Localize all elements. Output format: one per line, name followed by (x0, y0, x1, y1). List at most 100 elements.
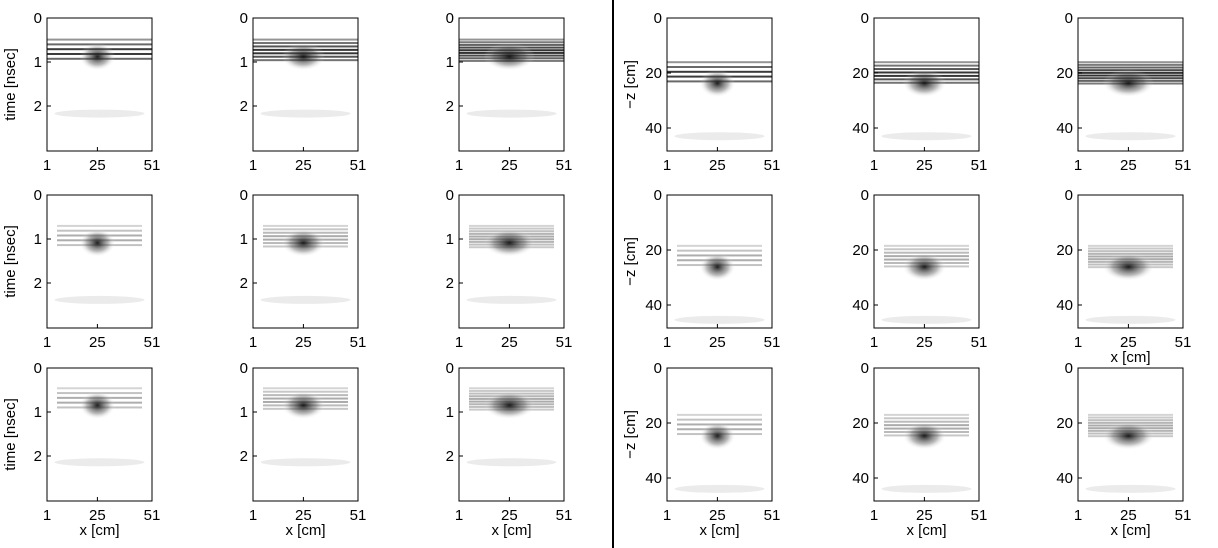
blob (483, 42, 536, 71)
stripe (263, 224, 348, 227)
x-tick-label: 1 (870, 507, 878, 524)
x-tick-label: 1 (249, 157, 257, 174)
x-tick-label: 51 (971, 334, 988, 351)
stripe (884, 244, 969, 247)
faint-band (674, 315, 765, 324)
stripe (57, 387, 142, 390)
y-tick-label: 20 (852, 242, 869, 259)
stripe (1088, 244, 1173, 247)
x-tick-label: 51 (144, 334, 161, 351)
x-tick-label: 51 (556, 334, 573, 351)
y-tick-label: 2 (446, 275, 454, 292)
y-tick-label: 0 (446, 10, 454, 27)
x-tick-label: 51 (144, 507, 161, 524)
x-tick-label: 25 (709, 334, 726, 351)
plot-frame (46, 194, 153, 329)
y-tick-label: 0 (240, 187, 248, 204)
blob (902, 421, 947, 450)
blob (902, 69, 947, 98)
plot-frame (873, 367, 980, 502)
x-tick-label: 1 (249, 334, 257, 351)
y-tick-label: 0 (654, 187, 662, 204)
y-tick-label: 1 (240, 54, 248, 71)
plot-frame (252, 194, 359, 329)
plot-frame (1077, 367, 1184, 502)
stripe (667, 61, 772, 64)
stripe (469, 387, 554, 390)
y-tick-label: 0 (654, 360, 662, 377)
x-tick-label: 25 (501, 157, 518, 174)
x-tick-label: 51 (764, 157, 781, 174)
x-tick-label: 1 (1074, 507, 1082, 524)
plot-frame (666, 367, 773, 502)
stripe (253, 38, 358, 41)
plot-frame (252, 367, 359, 502)
y-axis-label: time [nsec] (2, 48, 19, 121)
y-tick-label: 20 (1056, 65, 1073, 82)
y-axis-label: −z [cm] (622, 237, 639, 286)
x-axis-label: x [cm] (286, 522, 326, 539)
faint-band (466, 295, 557, 304)
y-tick-label: 40 (1056, 297, 1073, 314)
blob (281, 391, 326, 420)
stripe (677, 249, 762, 252)
plot-frame (458, 17, 565, 152)
x-tick-label: 1 (43, 157, 51, 174)
y-tick-label: 1 (34, 231, 42, 248)
plot-frame (666, 194, 773, 329)
y-tick-label: 1 (34, 54, 42, 71)
faint-band (1085, 484, 1176, 493)
x-tick-label: 25 (501, 334, 518, 351)
x-tick-label: 1 (43, 334, 51, 351)
x-tick-label: 1 (870, 334, 878, 351)
plot-frame (46, 17, 153, 152)
y-tick-label: 1 (446, 404, 454, 421)
x-tick-label: 51 (350, 157, 367, 174)
x-tick-label: 25 (295, 334, 312, 351)
stripe (884, 413, 969, 416)
y-tick-label: 20 (1056, 415, 1073, 432)
blob (79, 391, 116, 420)
y-tick-label: 2 (446, 448, 454, 465)
x-tick-label: 25 (295, 507, 312, 524)
stripe (884, 420, 969, 423)
plot-frame (873, 194, 980, 329)
y-tick-label: 2 (446, 98, 454, 115)
blob (699, 421, 736, 450)
faint-band (674, 132, 765, 141)
stripe (469, 224, 554, 227)
y-tick-label: 0 (240, 10, 248, 27)
y-tick-label: 1 (446, 231, 454, 248)
x-axis-label: x [cm] (80, 522, 120, 539)
x-tick-label: 51 (764, 507, 781, 524)
x-tick-label: 1 (663, 157, 671, 174)
x-tick-label: 1 (663, 334, 671, 351)
y-tick-label: 2 (34, 275, 42, 292)
y-tick-label: 0 (34, 10, 42, 27)
plot-frame (666, 17, 773, 152)
y-tick-label: 20 (852, 415, 869, 432)
stripe (677, 244, 762, 247)
stripe (469, 227, 554, 230)
y-tick-label: 2 (240, 275, 248, 292)
x-tick-label: 51 (764, 334, 781, 351)
y-tick-label: 40 (1056, 470, 1073, 487)
blob (1102, 252, 1155, 281)
x-tick-label: 25 (916, 334, 933, 351)
stripe (1078, 63, 1183, 66)
stripe (1088, 413, 1173, 416)
x-tick-label: 25 (916, 157, 933, 174)
blob (281, 228, 326, 257)
faint-band (674, 484, 765, 493)
y-tick-label: 0 (34, 360, 42, 377)
y-tick-label: 40 (852, 297, 869, 314)
stripe (459, 38, 564, 41)
stripe (874, 64, 979, 67)
x-tick-label: 51 (556, 507, 573, 524)
plot-frame (873, 17, 980, 152)
x-tick-label: 1 (1074, 334, 1082, 351)
x-tick-label: 51 (144, 157, 161, 174)
x-tick-label: 25 (295, 157, 312, 174)
y-tick-label: 40 (852, 120, 869, 137)
x-tick-label: 25 (1120, 334, 1137, 351)
